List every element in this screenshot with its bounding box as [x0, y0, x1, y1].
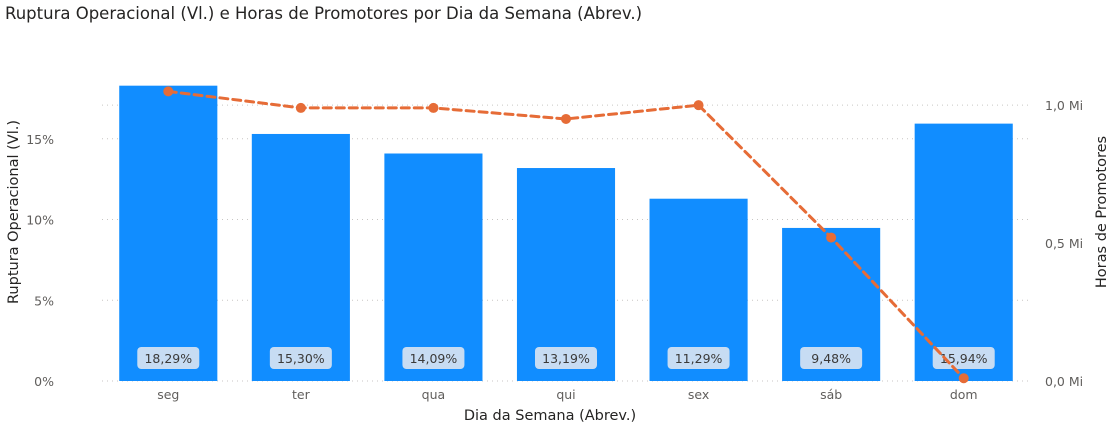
y-left-tick-label: 10%	[26, 213, 54, 228]
data-label: 18,29%	[144, 351, 192, 366]
bar-qua	[384, 153, 483, 381]
bar-data-labels: 18,29% 15,30% 14,09% 13,19% 11,29% 9,48% 15,94…	[137, 347, 995, 369]
data-label: 15,94%	[940, 351, 988, 366]
y-left-axis-title: Ruptura Operacional (Vl.)	[6, 120, 22, 304]
line-point-dom	[958, 373, 969, 384]
x-tick-label: sáb	[820, 387, 842, 402]
data-label-box	[269, 347, 332, 369]
y-right-tick-label: 1,0 Mi	[1045, 98, 1083, 113]
data-label-box	[402, 347, 465, 369]
line-point-sáb	[826, 232, 837, 243]
data-label-box	[137, 347, 200, 369]
bars	[119, 85, 1013, 382]
x-tick-label: qui	[556, 387, 575, 402]
data-label: 13,19%	[542, 351, 590, 366]
x-tick-label: dom	[950, 387, 978, 402]
y-right-axis-title: Horas de Promotores	[1094, 136, 1110, 288]
data-label: 15,30%	[277, 351, 325, 366]
line-point-sex	[693, 100, 704, 111]
x-tick-label: sex	[688, 387, 709, 402]
x-axis-title: Dia da Semana (Abrev.)	[464, 408, 636, 424]
y-right-tick-label: 0,5 Mi	[1045, 236, 1083, 251]
y-right-axis-ticks: 0,0 Mi 0,5 Mi 1,0 Mi	[1045, 98, 1083, 389]
data-label: 9,48%	[811, 351, 851, 366]
bar-dom	[914, 123, 1013, 381]
y-left-axis-ticks: 0% 5% 10% 15%	[26, 132, 54, 389]
y-left-tick-label: 0%	[34, 374, 54, 389]
data-label: 11,29%	[675, 351, 723, 366]
x-tick-label: seg	[157, 387, 179, 402]
data-label: 14,09%	[410, 351, 458, 366]
data-label-box	[535, 347, 597, 369]
line-series	[163, 86, 969, 384]
bar-qui	[516, 168, 616, 381]
data-label-box	[667, 347, 730, 369]
x-tick-label: qua	[422, 387, 446, 402]
y-left-tick-label: 5%	[34, 293, 54, 308]
line-point-ter	[295, 102, 306, 113]
chart-title: Ruptura Operacional (Vl.) e Horas de Pro…	[5, 4, 643, 23]
x-axis-ticks: seg ter qua qui sex sáb dom	[157, 387, 977, 402]
line-point-qua	[428, 102, 439, 113]
line-point-qui	[561, 113, 571, 124]
y-left-tick-label: 15%	[26, 132, 54, 147]
x-tick-label: ter	[292, 387, 311, 402]
line-point-seg	[163, 86, 174, 97]
bar-ter	[251, 133, 350, 381]
bar-seg	[119, 85, 218, 382]
y-right-tick-label: 0,0 Mi	[1045, 374, 1083, 389]
data-label-box	[800, 347, 863, 369]
